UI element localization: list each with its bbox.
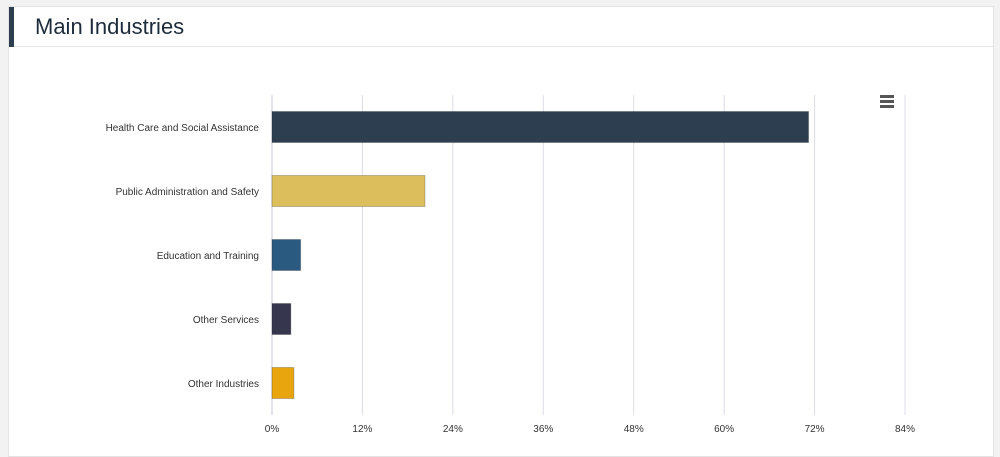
industries-panel: Main Industries [8, 6, 994, 457]
bar[interactable] [271, 367, 295, 399]
category-label: Health Care and Social Assistance [106, 123, 260, 134]
bar[interactable] [271, 175, 426, 207]
bar[interactable] [271, 111, 810, 143]
x-tick-label: 24% [443, 424, 463, 435]
x-tick-label: 84% [895, 424, 915, 435]
bar[interactable] [271, 303, 292, 335]
bars [271, 111, 810, 399]
bar[interactable] [271, 239, 302, 271]
category-label: Other Services [193, 315, 259, 326]
category-label: Public Administration and Safety [116, 187, 259, 198]
header-accent-bar [9, 7, 14, 47]
x-tick-label: 48% [624, 424, 644, 435]
x-tick-label: 36% [533, 424, 553, 435]
category-label: Education and Training [157, 251, 259, 262]
x-tick-label: 72% [805, 424, 825, 435]
x-tick-label: 60% [714, 424, 734, 435]
category-labels: Health Care and Social Assistance Public … [106, 123, 260, 390]
tick-labels: 0% 12% 24% 36% 48% 60% 72% 84% [265, 424, 915, 435]
category-label: Other Industries [188, 379, 259, 390]
panel-header: Main Industries [9, 7, 993, 47]
x-tick-label: 0% [265, 424, 280, 435]
chart-menu-icon[interactable] [877, 92, 897, 110]
panel-title: Main Industries [35, 14, 185, 39]
x-tick-label: 12% [352, 424, 372, 435]
